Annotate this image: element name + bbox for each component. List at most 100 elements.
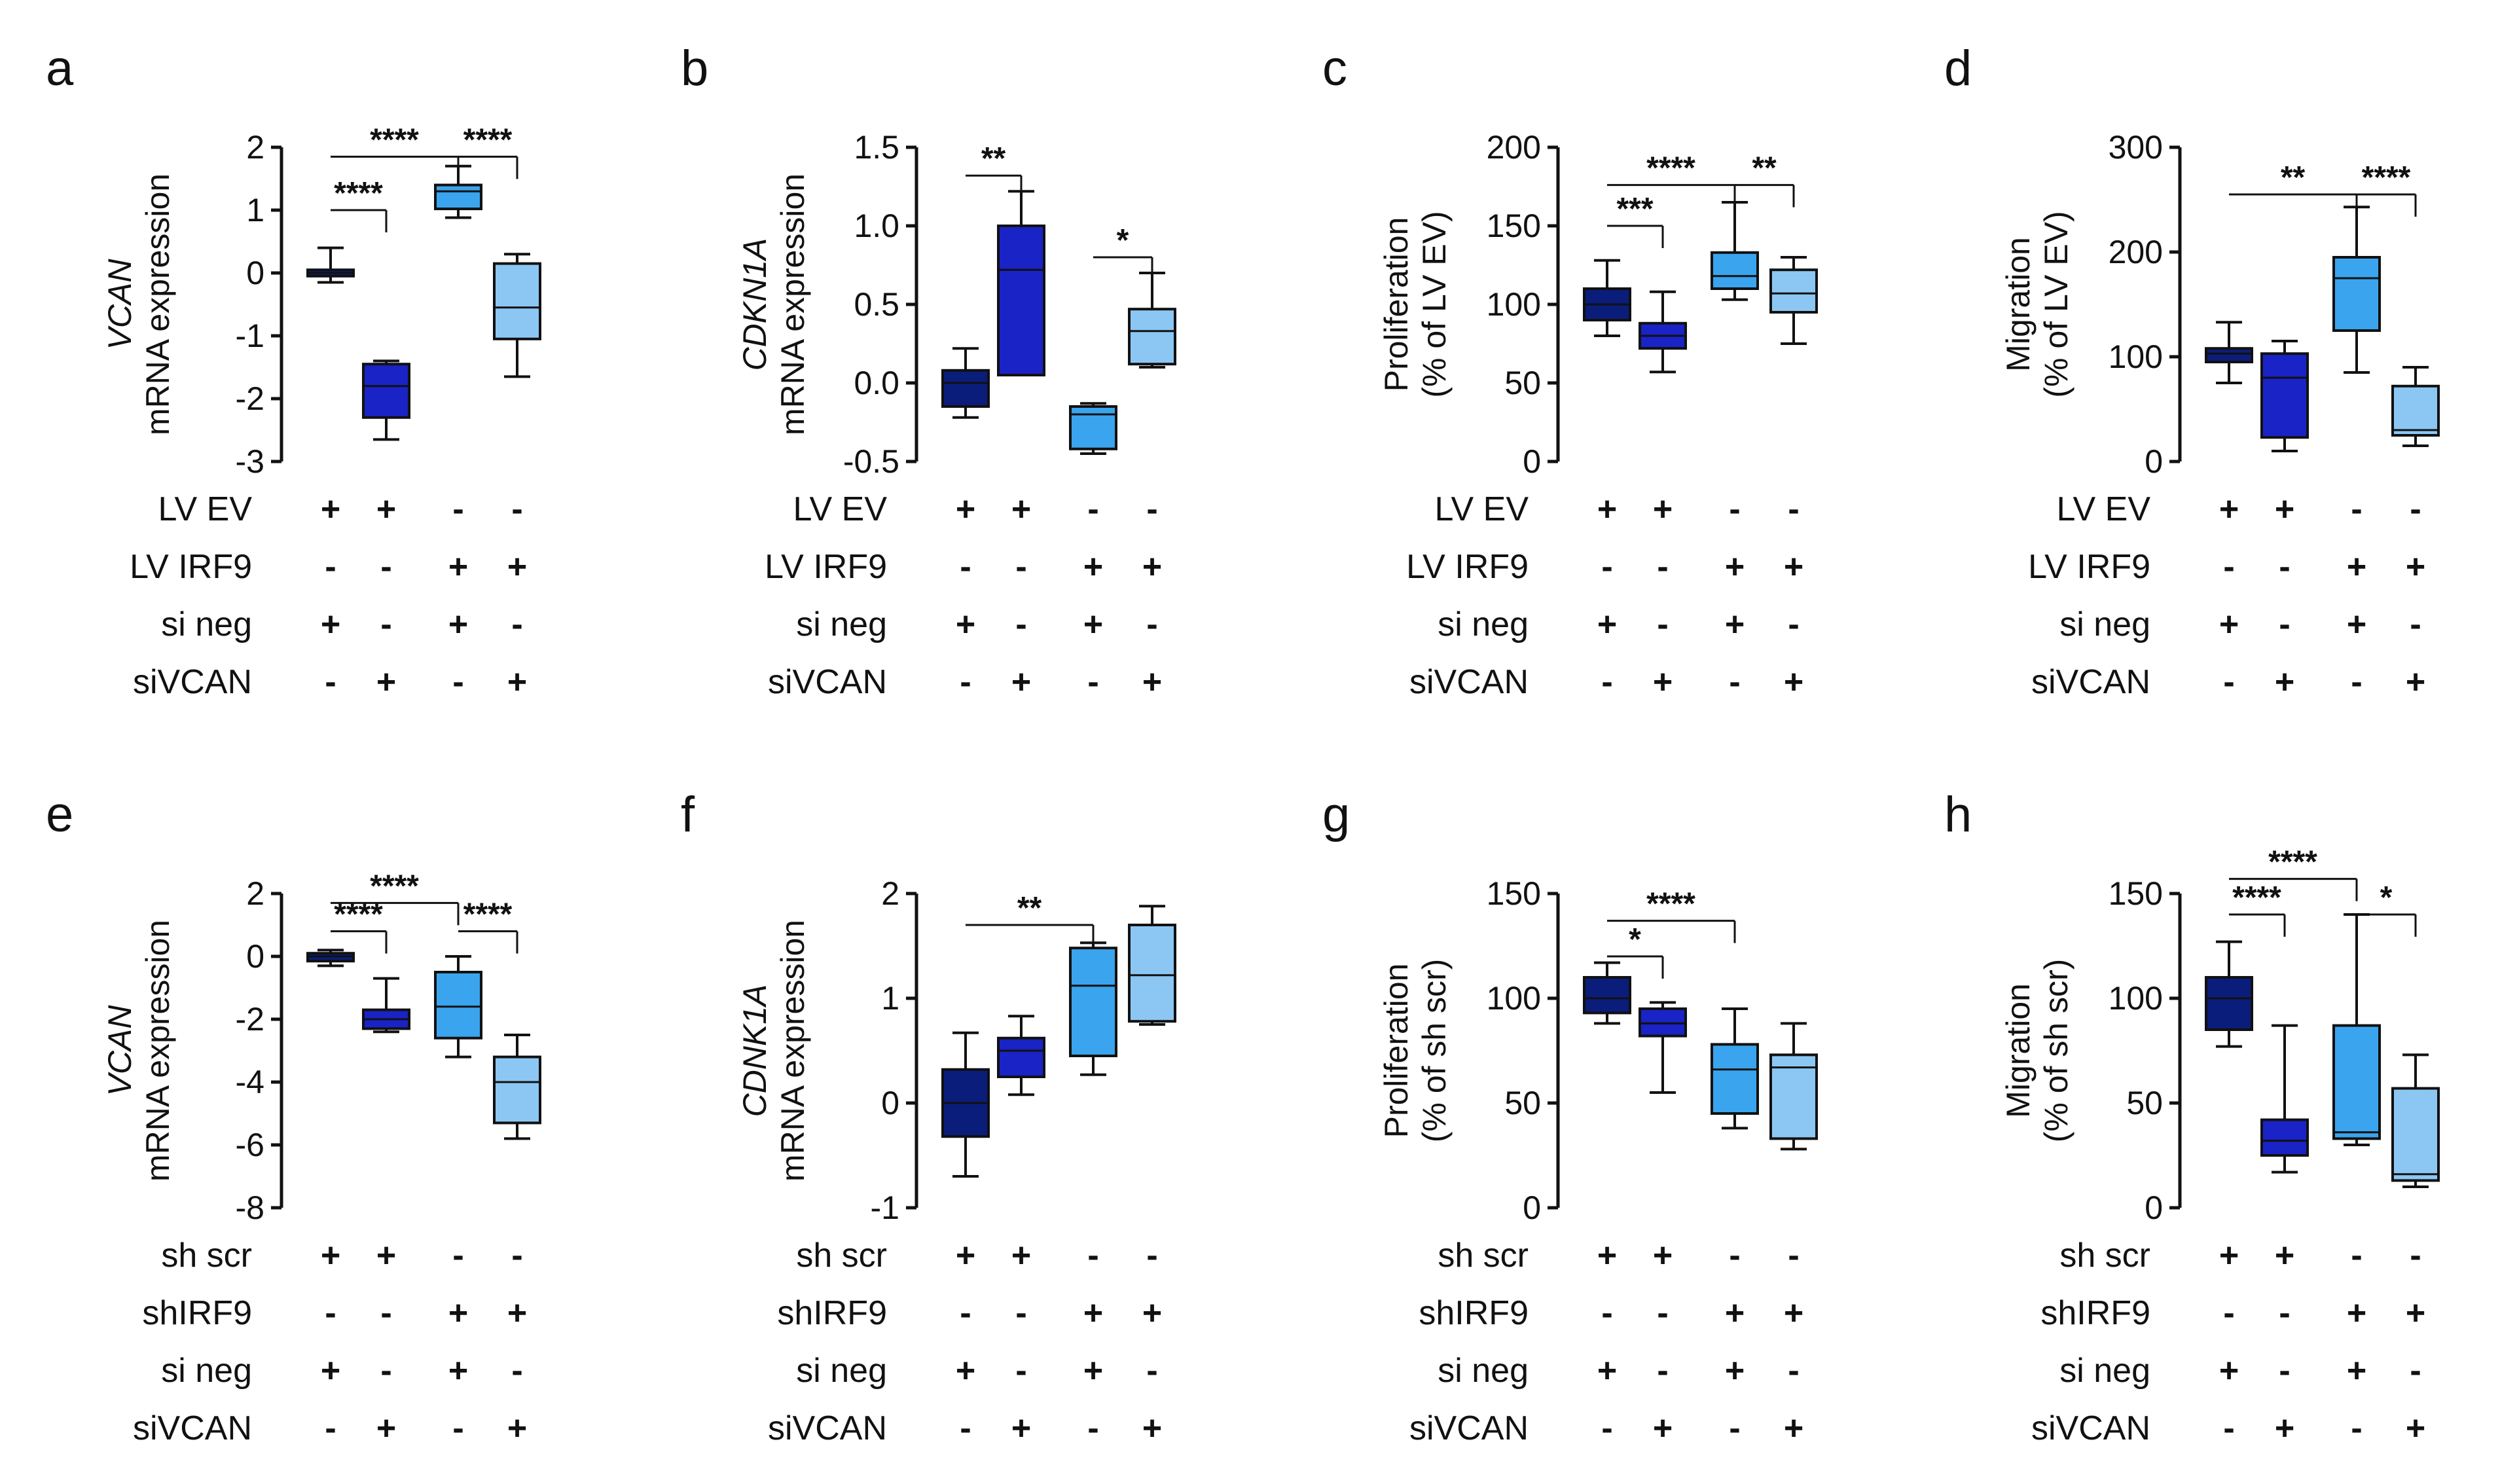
condition-label: shIRF9: [142, 1294, 252, 1332]
y-tick-label: 1: [881, 980, 899, 1017]
y-tick-label: 2: [246, 129, 264, 166]
condition-label: siVCAN: [768, 663, 887, 701]
condition-row: siVCAN - + - +: [1409, 663, 1803, 701]
condition-row: si neg + - + -: [796, 1352, 1157, 1390]
box-body: [1769, 1053, 1818, 1140]
condition-sign: +: [956, 490, 975, 528]
condition-label: LV EV: [158, 490, 252, 528]
condition-sign: -: [452, 663, 463, 701]
significance-label: ****: [334, 176, 383, 211]
significance-bracket: *: [1093, 223, 1153, 280]
significance-label: ****: [463, 897, 513, 932]
condition-sign: -: [2279, 606, 2290, 643]
condition-row: LV IRF9 - - + +: [130, 548, 527, 586]
condition-sign: -: [1729, 490, 1740, 528]
condition-sign: +: [1142, 663, 1162, 701]
condition-sign: -: [325, 548, 336, 586]
condition-sign: +: [2347, 1294, 2366, 1332]
condition-label: shIRF9: [1419, 1294, 1529, 1332]
box-3: [1711, 201, 1759, 301]
condition-row: shIRF9 - - + +: [142, 1294, 527, 1332]
condition-sign: +: [1653, 663, 1673, 701]
box-1: [941, 1031, 990, 1178]
condition-row: siVCAN - + - +: [1409, 1409, 1803, 1447]
panel-g: g 150 100 50 0 Proliferation (% of sh scr) ****…: [1322, 787, 1818, 1447]
y-axis-title: VCAN mRNA expression: [101, 173, 176, 435]
condition-row: sh scr + + - -: [2059, 1237, 2421, 1275]
y-axis-title: Migration (% of sh scr): [2000, 959, 2074, 1143]
y-tick-label: -4: [236, 1064, 264, 1100]
condition-sign: +: [2347, 548, 2366, 586]
condition-label: sh scr: [161, 1237, 252, 1275]
box-body: [997, 225, 1045, 376]
condition-row: sh scr + + - -: [796, 1237, 1157, 1275]
box-body: [493, 1055, 541, 1125]
y-axis-title-line2: mRNA expression: [139, 920, 176, 1182]
y-axis-title: Proliferation (% of sh scr): [1378, 959, 1453, 1143]
condition-sign: -: [325, 663, 336, 701]
box-body: [2205, 976, 2253, 1031]
box-body: [1128, 308, 1176, 366]
condition-sign: +: [1011, 663, 1031, 701]
y-tick-label: 100: [1487, 286, 1541, 323]
box-2: [362, 359, 410, 441]
condition-label: si neg: [796, 606, 887, 643]
y-tick-label: 50: [1504, 1085, 1541, 1121]
y-tick-label: 0.0: [854, 365, 899, 401]
y-tick-label: 0: [881, 1085, 899, 1121]
box-2: [2260, 340, 2309, 452]
condition-sign: -: [380, 606, 391, 643]
box-body: [2205, 347, 2253, 364]
condition-sign: -: [1788, 606, 1799, 643]
condition-sign: -: [325, 1409, 336, 1447]
condition-row: shIRF9 - - + +: [777, 1294, 1162, 1332]
condition-sign: +: [1784, 663, 1803, 701]
box-4: [2391, 1053, 2440, 1188]
box-body: [434, 971, 482, 1040]
condition-label: sh scr: [1438, 1237, 1529, 1275]
box-4: [1128, 905, 1176, 1026]
box-body: [941, 369, 990, 408]
box-body: [2332, 1024, 2381, 1140]
condition-sign: +: [1142, 1294, 1162, 1332]
condition-sign: -: [1601, 548, 1612, 586]
box-body: [2260, 352, 2309, 439]
condition-sign: -: [1015, 548, 1026, 586]
condition-sign: -: [380, 548, 391, 586]
condition-sign: +: [1653, 1409, 1673, 1447]
y-tick-label: 0: [246, 938, 264, 975]
condition-row: si neg + - + -: [2059, 1352, 2421, 1390]
y-axis-title-line1: VCAN: [101, 1005, 138, 1096]
condition-sign: +: [1725, 1294, 1745, 1332]
condition-sign: -: [1087, 663, 1098, 701]
significance-bracket: **: [2229, 160, 2358, 217]
condition-sign: -: [452, 1409, 463, 1447]
condition-sign: -: [511, 606, 522, 643]
condition-label: si neg: [1438, 1352, 1529, 1390]
condition-sign: -: [960, 548, 971, 586]
y-axis-title-line1: VCAN: [101, 259, 138, 350]
significance-label: **: [981, 141, 1006, 176]
condition-label: LV EV: [793, 490, 887, 528]
condition-label: sh scr: [796, 1237, 887, 1275]
box-4: [1769, 1022, 1818, 1151]
box-4: [493, 253, 541, 378]
condition-sign: +: [376, 663, 396, 701]
condition-sign: +: [1011, 1409, 1031, 1447]
condition-sign: +: [1083, 1294, 1103, 1332]
box-2: [997, 190, 1045, 376]
condition-sign: -: [2351, 663, 2362, 701]
box-body: [434, 183, 482, 211]
condition-sign: -: [960, 663, 971, 701]
condition-sign: -: [452, 490, 463, 528]
y-tick-label: 0.5: [854, 286, 899, 323]
box-body: [2391, 384, 2440, 437]
condition-sign: +: [448, 1352, 468, 1390]
y-tick-label: 150: [1487, 875, 1541, 912]
box-2: [1639, 1001, 1687, 1094]
condition-sign: +: [321, 1352, 340, 1390]
condition-sign: +: [1597, 1237, 1617, 1275]
